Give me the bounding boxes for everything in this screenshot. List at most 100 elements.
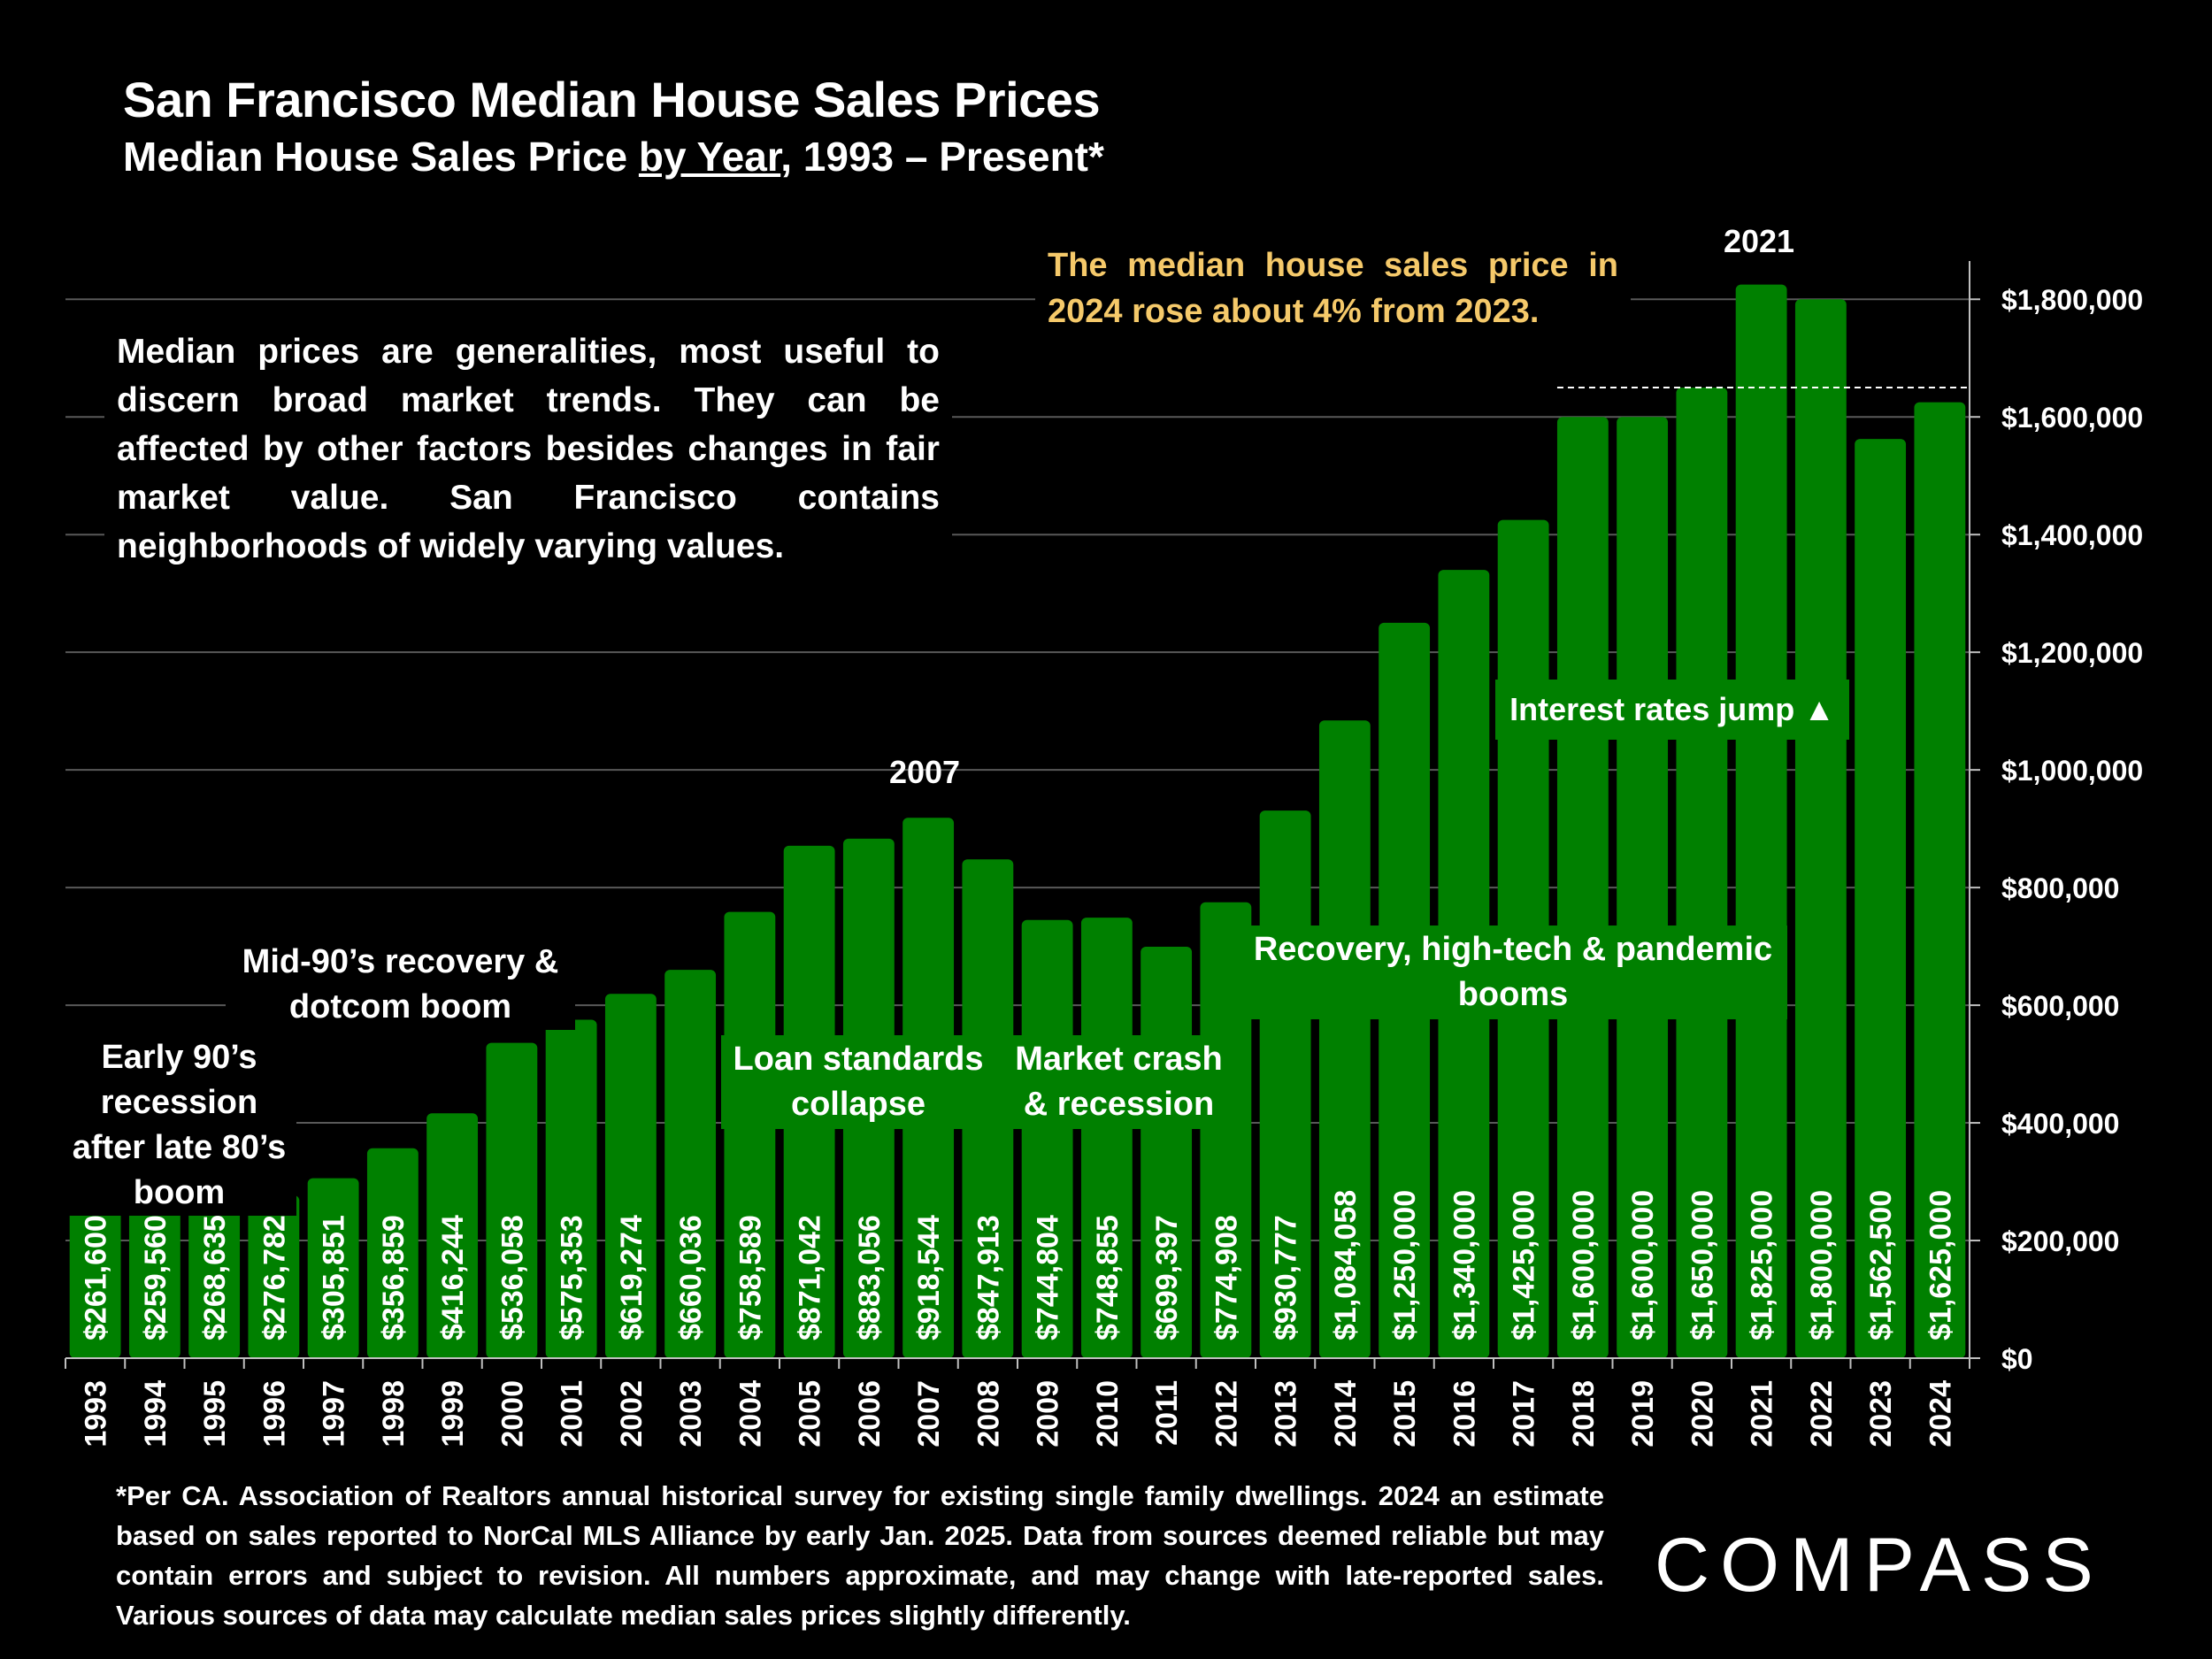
bar-2018 <box>1556 417 1609 1359</box>
x-tick-label: 1996 <box>257 1380 291 1448</box>
x-tick-label: 2018 <box>1567 1380 1601 1448</box>
annotation-loan-standards: Loan standards collapse <box>721 1035 995 1129</box>
subtitle-prefix: Median House Sales Price <box>123 134 639 180</box>
data-label: $1,625,000 <box>1924 1190 1957 1340</box>
y-tick-label: $0 <box>2001 1343 2033 1375</box>
bar-1995 <box>188 1200 241 1358</box>
data-label: $276,782 <box>257 1215 291 1340</box>
data-label: $699,397 <box>1150 1215 1184 1340</box>
x-tick-label: 1999 <box>436 1380 470 1448</box>
bar-2019 <box>1617 417 1669 1359</box>
data-label: $930,777 <box>1270 1215 1303 1340</box>
bar-2014 <box>1318 720 1371 1358</box>
x-tick-label: 2024 <box>1924 1380 1957 1448</box>
annotation-market-crash: Market crash & recession <box>1002 1035 1236 1129</box>
x-tick-label: 2003 <box>674 1380 708 1448</box>
x-tick-label: 2020 <box>1686 1380 1719 1448</box>
x-tick-label: 2015 <box>1388 1380 1422 1448</box>
annotation-early-90s: Early 90’s recession after late 80’s boo… <box>62 1035 296 1216</box>
data-label: $575,353 <box>556 1215 589 1340</box>
data-label: $1,250,000 <box>1388 1190 1422 1340</box>
data-label: $1,600,000 <box>1567 1190 1601 1340</box>
footnote: *Per CA. Association of Realtors annual … <box>116 1480 1604 1631</box>
x-tick-label: 2011 <box>1150 1380 1184 1446</box>
data-label: $871,042 <box>794 1215 827 1340</box>
bar-2010 <box>1080 918 1133 1358</box>
x-tick-label: 2019 <box>1626 1380 1660 1448</box>
data-label: $1,562,500 <box>1864 1190 1898 1340</box>
disclaimer-note: Median prices are generalities, most use… <box>104 320 952 578</box>
x-tick-label: 1997 <box>318 1380 351 1448</box>
compass-logo: COMPASS <box>1655 1523 2104 1608</box>
data-label: $1,650,000 <box>1686 1190 1719 1340</box>
data-label: $1,800,000 <box>1805 1190 1839 1340</box>
bar-2004 <box>724 911 776 1358</box>
data-label: $660,036 <box>674 1215 708 1340</box>
bar-1996 <box>248 1194 300 1358</box>
data-label: $268,635 <box>198 1215 232 1340</box>
y-tick-label: $600,000 <box>2001 990 2119 1022</box>
annotation-peak-2021: 2021 <box>1723 223 1795 259</box>
data-label: $259,560 <box>139 1215 173 1340</box>
x-tick-label: 2004 <box>733 1380 767 1448</box>
x-tick-label: 2021 <box>1746 1380 1779 1448</box>
data-label: $918,544 <box>912 1215 946 1340</box>
bar-2020 <box>1676 387 1728 1359</box>
y-tick-label: $1,600,000 <box>2001 402 2143 434</box>
data-label: $356,859 <box>377 1215 411 1340</box>
data-label: $1,084,058 <box>1329 1190 1363 1340</box>
data-label: $619,274 <box>615 1215 649 1340</box>
annotation-mid-90s: Mid-90’s recovery & dotcom boom <box>226 940 575 1030</box>
data-label: $416,244 <box>436 1215 470 1340</box>
y-tick-label: $1,000,000 <box>2001 755 2143 787</box>
subtitle-suffix: , 1993 – Present* <box>780 134 1104 180</box>
bar-2024 <box>1914 402 1966 1358</box>
x-tick-label: 2016 <box>1448 1380 1481 1448</box>
x-tick-label: 1994 <box>139 1380 173 1448</box>
bar-2021 <box>1735 284 1787 1359</box>
x-tick-label: 2012 <box>1210 1380 1243 1448</box>
y-tick-label: $1,400,000 <box>2001 519 2143 551</box>
data-label: $883,056 <box>853 1215 887 1340</box>
data-label: $847,913 <box>972 1215 1005 1340</box>
data-label: $774,908 <box>1210 1215 1243 1340</box>
y-tick-label: $800,000 <box>2001 872 2119 904</box>
bar-1997 <box>307 1178 359 1358</box>
x-tick-label: 1998 <box>377 1380 411 1448</box>
x-tick-label: 2023 <box>1864 1380 1898 1448</box>
x-tick-label: 2001 <box>556 1380 589 1448</box>
x-tick-label: 2010 <box>1091 1380 1125 1448</box>
annotation-peak-2007: 2007 <box>888 754 961 790</box>
x-tick-label: 2007 <box>912 1380 946 1448</box>
bar-2022 <box>1794 299 1847 1358</box>
x-tick-label: 1995 <box>198 1380 232 1448</box>
y-tick-label: $400,000 <box>2001 1108 2119 1140</box>
bar-2000 <box>486 1042 538 1358</box>
x-tick-label: 2022 <box>1805 1380 1839 1448</box>
annotation-recovery: Recovery, high-tech & pandemic booms <box>1239 926 1787 1019</box>
bar-1999 <box>426 1113 479 1358</box>
annotation-interest-rates: Interest rates jump ▲ <box>1495 680 1849 740</box>
bar-2009 <box>1021 919 1073 1358</box>
data-label: $758,589 <box>733 1215 767 1340</box>
x-tick-label: 2009 <box>1032 1380 1065 1448</box>
y-tick-label: $1,800,000 <box>2001 284 2143 316</box>
x-tick-label: 2002 <box>615 1380 649 1448</box>
data-label: $305,851 <box>318 1215 351 1340</box>
bar-1994 <box>128 1205 180 1358</box>
data-label: $744,804 <box>1032 1215 1065 1340</box>
chart-title: San Francisco Median House Sales Prices <box>123 72 1101 127</box>
y-tick-label: $1,200,000 <box>2001 637 2143 669</box>
data-label: $261,600 <box>80 1215 113 1340</box>
x-tick-label: 1993 <box>80 1380 113 1448</box>
x-tick-label: 2014 <box>1329 1380 1363 1448</box>
data-label: $748,855 <box>1091 1215 1125 1340</box>
bar-2012 <box>1200 902 1252 1358</box>
data-label: $1,825,000 <box>1746 1190 1779 1340</box>
bar-2001 <box>545 1019 597 1358</box>
bar-2003 <box>664 970 717 1358</box>
data-label: $536,058 <box>495 1215 529 1340</box>
x-tick-label: 2017 <box>1508 1380 1541 1448</box>
chart-subtitle: Median House Sales Price by Year, 1993 –… <box>123 133 1104 180</box>
